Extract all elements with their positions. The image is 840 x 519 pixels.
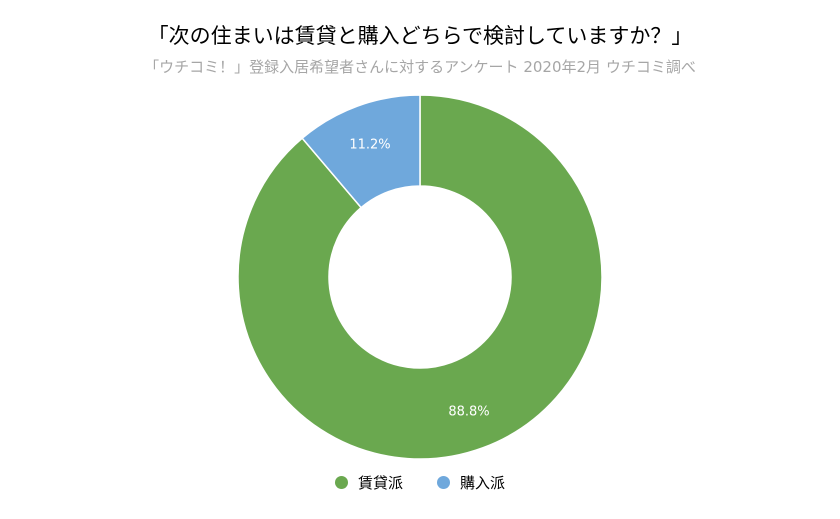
donut-slice-rent: [237, 94, 603, 460]
donut-slice-buy: [301, 94, 421, 209]
slice-label-rent: 88.8%: [448, 405, 489, 420]
donut-slices: [237, 94, 603, 460]
chart-subtitle: 「ウチコミ！」登録入居希望者さんに対するアンケート 2020年2月 ウチコミ調べ: [144, 58, 696, 76]
slice-label-buy: 11.2%: [349, 138, 390, 153]
legend-marker-buy: [437, 476, 450, 489]
chart-legend: 賃貸派 購入派: [0, 472, 840, 493]
legend-label-buy: 購入派: [460, 474, 506, 492]
legend-marker-rent: [334, 476, 348, 489]
chart-title: 「次の住まいは賃貸と購入どちらで検討していますか？」: [147, 24, 693, 48]
legend-item-rent: 賃貸派: [334, 472, 403, 493]
legend-item-buy: 購入派: [437, 472, 505, 493]
donut-labels: 88.8% 11.2%: [349, 138, 489, 420]
legend-label-rent: 賃貸派: [357, 474, 403, 492]
